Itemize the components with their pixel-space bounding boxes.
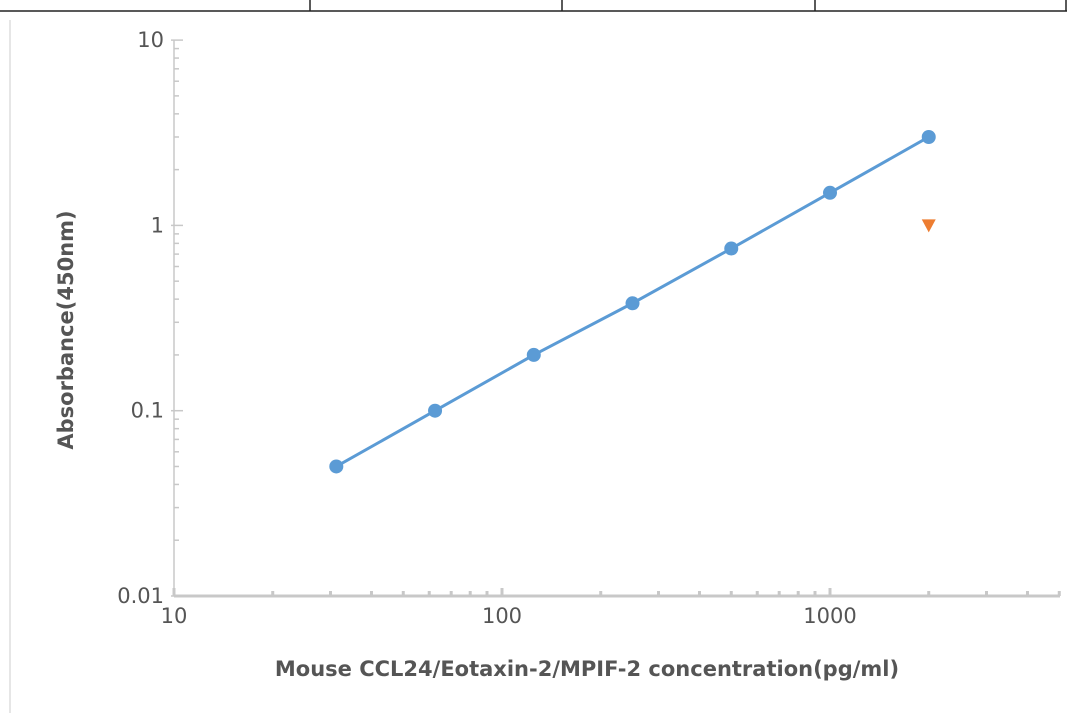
y-axis-ticks: 0.01 0.1 1 10 bbox=[117, 28, 183, 608]
y-tick-label: 10 bbox=[137, 28, 164, 52]
x-axis-title: Mouse CCL24/Eotaxin-2/MPIF-2 concentrati… bbox=[275, 657, 899, 681]
x-tick-label: 100 bbox=[482, 604, 522, 628]
data-point bbox=[724, 241, 739, 256]
data-point bbox=[921, 129, 936, 144]
plot-area bbox=[329, 129, 936, 474]
data-point bbox=[526, 347, 541, 362]
x-tick-label: 1000 bbox=[803, 604, 856, 628]
axes bbox=[173, 40, 1060, 598]
data-point bbox=[329, 459, 344, 474]
x-tick-label: 10 bbox=[161, 604, 188, 628]
y-axis-title: Absorbance(450nm) bbox=[54, 210, 78, 449]
x-axis-ticks: 10 100 1000 bbox=[161, 588, 1061, 628]
data-point bbox=[823, 185, 837, 200]
header-table-borders bbox=[0, 0, 1067, 12]
y-tick-label: 1 bbox=[151, 213, 164, 237]
data-point-triangle bbox=[921, 219, 936, 233]
data-point bbox=[625, 296, 640, 311]
data-point bbox=[428, 403, 443, 418]
y-tick-label: 0.1 bbox=[131, 399, 164, 423]
y-tick-label: 0.01 bbox=[117, 584, 164, 608]
